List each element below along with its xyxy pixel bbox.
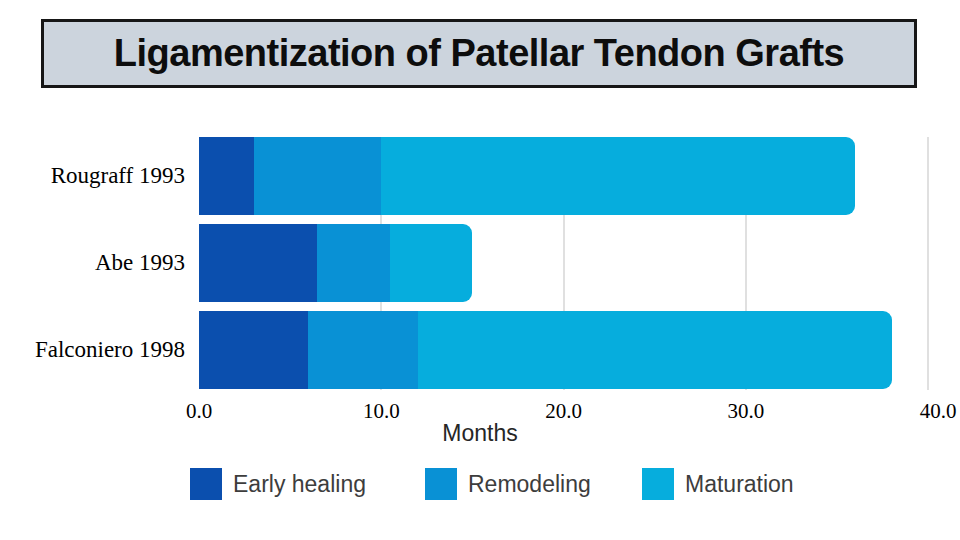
bar-segment-early-healing [199,224,317,302]
legend-item: Maturation [642,468,794,500]
category-label: Falconiero 1998 [0,311,185,389]
bar-segment-maturation [418,311,892,389]
legend-swatch-early-healing [190,468,222,500]
legend-swatch-maturation [642,468,674,500]
legend-swatch-remodeling [425,468,457,500]
legend-label: Remodeling [468,471,591,498]
bar-row [199,224,472,302]
chart-title-box: Ligamentization of Patellar Tendon Graft… [41,19,917,88]
legend-item: Early healing [190,468,366,500]
bar-segment-early-healing [199,137,254,215]
bar-segment-maturation [381,137,855,215]
infographic-page: Ligamentization of Patellar Tendon Graft… [0,0,960,540]
x-axis-title: Months [0,420,960,447]
bar-segment-early-healing [199,311,308,389]
bar-row [199,311,892,389]
legend-label: Maturation [685,471,794,498]
bar-segment-maturation [390,224,472,302]
category-label: Rougraff 1993 [0,137,185,215]
gridline-40 [927,137,929,390]
category-label: Abe 1993 [0,224,185,302]
legend-item: Remodeling [425,468,591,500]
chart-title: Ligamentization of Patellar Tendon Graft… [114,32,844,75]
bar-segment-remodeling [317,224,390,302]
bar-row [199,137,855,215]
bar-segment-remodeling [254,137,382,215]
bar-segment-remodeling [308,311,417,389]
legend-label: Early healing [233,471,366,498]
